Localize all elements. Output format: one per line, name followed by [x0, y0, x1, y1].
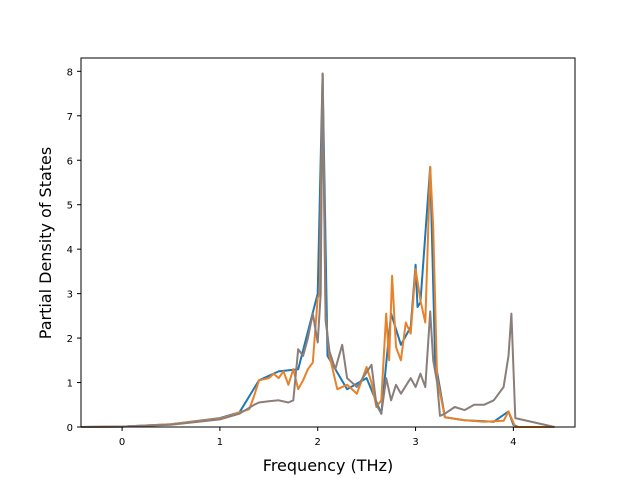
- y-tick-label: 8: [67, 67, 73, 78]
- y-axis-label: Partial Density of States: [36, 147, 55, 339]
- y-tick-label: 6: [67, 156, 73, 167]
- series-line-2: [80, 72, 555, 428]
- y-tick-label: 0: [67, 423, 73, 434]
- series-line-1: [80, 72, 555, 428]
- y-axis: 0 1 2 3 4 5 6 7 8: [67, 67, 81, 434]
- y-tick-label: 2: [67, 334, 73, 345]
- x-tick-label: 0: [119, 437, 125, 448]
- x-axis: 0 1 2 3 4: [119, 427, 517, 448]
- x-axis-label: Frequency (THz): [263, 456, 393, 475]
- series-line-0: [80, 72, 555, 428]
- y-tick-label: 7: [67, 112, 73, 123]
- x-tick-label: 1: [217, 437, 223, 448]
- x-tick-label: 2: [315, 437, 321, 448]
- y-tick-label: 4: [67, 245, 73, 256]
- x-tick-label: 4: [510, 437, 516, 448]
- y-tick-label: 5: [67, 201, 73, 212]
- y-tick-label: 3: [67, 290, 73, 301]
- plot-frame: [80, 57, 576, 428]
- y-tick-label: 1: [67, 379, 73, 390]
- plot-area: [80, 72, 555, 428]
- x-tick-label: 3: [412, 437, 418, 448]
